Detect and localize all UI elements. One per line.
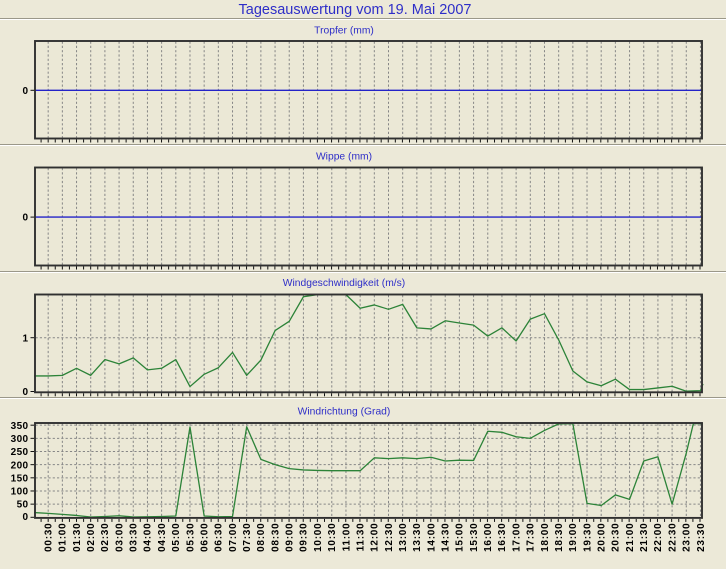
svg-text:11:00: 11:00 — [341, 523, 352, 552]
svg-text:Tropfer (mm): Tropfer (mm) — [314, 26, 374, 37]
svg-text:22:30: 22:30 — [667, 523, 678, 552]
svg-text:300: 300 — [11, 434, 29, 445]
svg-text:02:30: 02:30 — [100, 523, 111, 552]
svg-text:20:00: 20:00 — [597, 523, 608, 552]
svg-text:200: 200 — [11, 460, 29, 471]
svg-text:09:00: 09:00 — [285, 523, 296, 552]
svg-text:11:30: 11:30 — [355, 523, 366, 552]
svg-text:14:00: 14:00 — [426, 523, 437, 552]
svg-text:0: 0 — [23, 387, 29, 398]
svg-text:100: 100 — [11, 487, 29, 498]
svg-text:09:30: 09:30 — [299, 523, 310, 552]
svg-text:00:30: 00:30 — [43, 523, 54, 552]
svg-text:18:00: 18:00 — [540, 523, 551, 552]
svg-text:08:30: 08:30 — [270, 523, 281, 552]
svg-text:06:00: 06:00 — [199, 523, 210, 552]
svg-text:0: 0 — [23, 512, 29, 523]
svg-text:23:30: 23:30 — [696, 523, 707, 552]
svg-text:12:30: 12:30 — [384, 523, 395, 552]
svg-text:Wippe (mm): Wippe (mm) — [316, 152, 372, 163]
svg-text:15:30: 15:30 — [469, 523, 480, 552]
svg-text:23:00: 23:00 — [682, 523, 693, 552]
svg-text:18:30: 18:30 — [554, 523, 565, 552]
svg-text:0: 0 — [23, 86, 29, 97]
svg-text:15:00: 15:00 — [455, 523, 466, 552]
svg-text:01:00: 01:00 — [58, 523, 69, 552]
svg-text:10:30: 10:30 — [327, 523, 338, 552]
svg-text:250: 250 — [11, 447, 29, 458]
svg-text:19:30: 19:30 — [582, 523, 593, 552]
svg-text:04:00: 04:00 — [143, 523, 154, 552]
svg-text:20:30: 20:30 — [611, 523, 622, 552]
svg-text:07:30: 07:30 — [242, 523, 253, 552]
svg-text:08:00: 08:00 — [256, 523, 267, 552]
svg-text:Tagesauswertung vom 19. Mai 20: Tagesauswertung vom 19. Mai 2007 — [239, 2, 472, 18]
svg-text:21:30: 21:30 — [639, 523, 650, 552]
svg-text:19:00: 19:00 — [568, 523, 579, 552]
svg-text:21:00: 21:00 — [625, 523, 636, 552]
svg-text:150: 150 — [11, 473, 29, 484]
svg-text:17:00: 17:00 — [511, 523, 522, 552]
svg-text:13:00: 13:00 — [398, 523, 409, 552]
svg-text:Windrichtung (Grad): Windrichtung (Grad) — [298, 407, 391, 418]
svg-text:05:00: 05:00 — [171, 523, 182, 552]
svg-text:350: 350 — [11, 421, 29, 432]
svg-text:Windgeschwindigkeit (m/s): Windgeschwindigkeit (m/s) — [283, 278, 405, 289]
svg-text:01:30: 01:30 — [72, 523, 83, 552]
svg-text:10:00: 10:00 — [313, 523, 324, 552]
svg-text:1: 1 — [23, 333, 29, 344]
svg-text:03:30: 03:30 — [129, 523, 140, 552]
svg-text:05:30: 05:30 — [185, 523, 196, 552]
svg-text:07:00: 07:00 — [228, 523, 239, 552]
svg-text:14:30: 14:30 — [441, 523, 452, 552]
svg-text:16:00: 16:00 — [483, 523, 494, 552]
svg-text:13:30: 13:30 — [412, 523, 423, 552]
svg-text:17:30: 17:30 — [526, 523, 537, 552]
svg-text:16:30: 16:30 — [497, 523, 508, 552]
svg-text:12:00: 12:00 — [370, 523, 381, 552]
svg-text:22:00: 22:00 — [653, 523, 664, 552]
svg-text:06:30: 06:30 — [214, 523, 225, 552]
svg-text:0: 0 — [23, 213, 29, 224]
svg-text:50: 50 — [17, 500, 29, 511]
svg-text:03:00: 03:00 — [114, 523, 125, 552]
svg-text:04:30: 04:30 — [157, 523, 168, 552]
svg-text:02:00: 02:00 — [86, 523, 97, 552]
